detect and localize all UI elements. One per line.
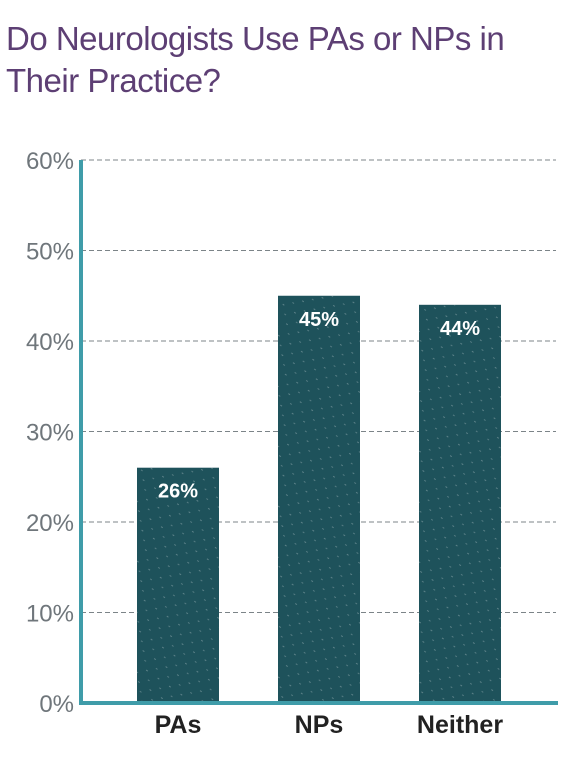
chart-title: Do Neurologists Use PAs or NPs in Their … — [6, 20, 505, 99]
bar-texture — [137, 467, 219, 703]
y-tick-label: 50% — [26, 239, 74, 266]
bar-texture — [278, 295, 360, 703]
bar-neither — [419, 304, 501, 703]
x-category-label: NPs — [295, 711, 344, 739]
y-tick-label: 40% — [26, 329, 74, 356]
data-label: 45% — [299, 309, 339, 331]
bars — [137, 295, 501, 703]
x-category-label: Neither — [417, 711, 503, 739]
y-tick-label: 60% — [26, 148, 74, 175]
x-category-label: PAs — [155, 711, 202, 739]
data-label: 26% — [158, 481, 198, 503]
bar-nps — [278, 295, 360, 703]
data-label: 44% — [440, 318, 480, 340]
axes — [79, 160, 558, 705]
y-tick-label: 30% — [26, 420, 74, 447]
labels: 0% 10% 20% 30% 40% 50% 60% 26% PAs 45% NPs 44% Neith… — [26, 148, 503, 739]
y-tick-label: 20% — [26, 510, 74, 537]
y-tick-label: 0% — [39, 691, 74, 718]
bar-pas — [137, 467, 219, 703]
bar-texture — [419, 304, 501, 703]
y-tick-label: 10% — [26, 601, 74, 628]
